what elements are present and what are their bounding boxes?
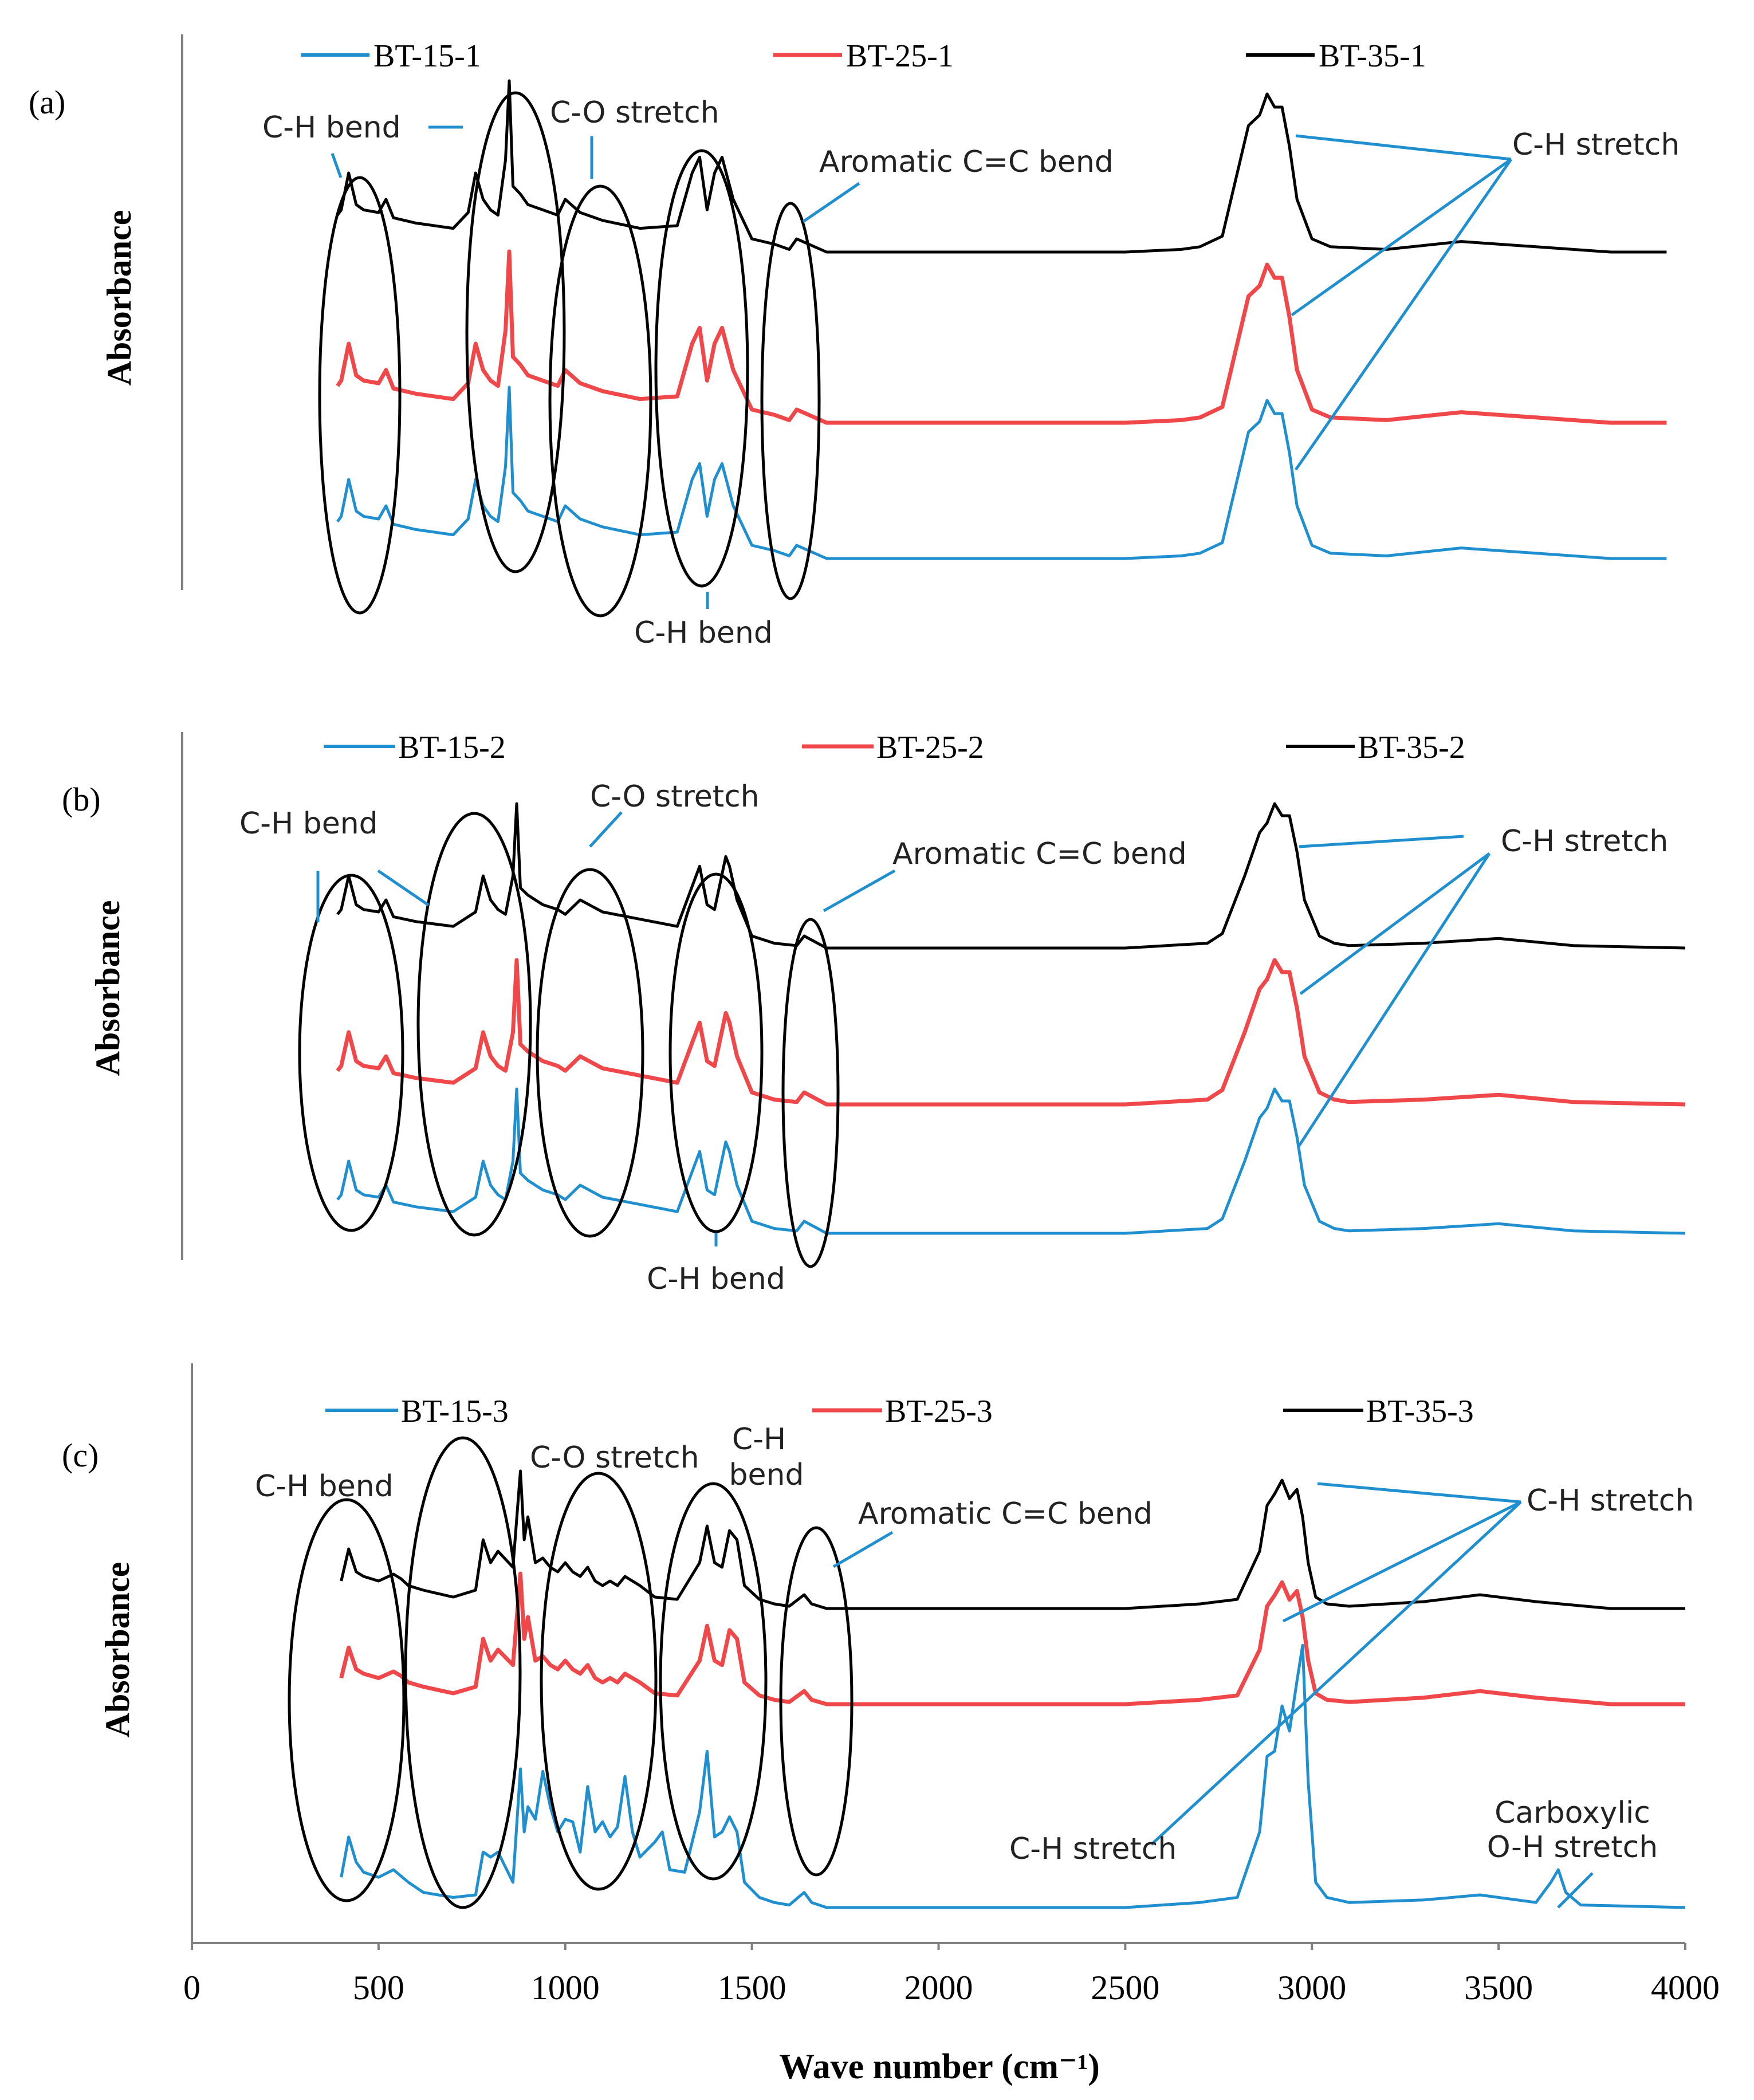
panel-a-leader-chs-1 bbox=[1295, 134, 1512, 161]
trace-bt-35-1 bbox=[336, 79, 1667, 254]
panel-a: (a) Absorbance BT-15-1 BT-25-1 BT-35-1 bbox=[29, 34, 1680, 650]
panel-b-annotation-ch-stretch: C-H stretch bbox=[1501, 824, 1668, 859]
panel-c-annotation-ch-stretch-bottom: C-H stretch bbox=[1009, 1832, 1177, 1866]
panel-b-ellipse-1 bbox=[298, 874, 404, 1232]
x-tick-label: 4000 bbox=[1651, 1969, 1720, 2007]
panel-c-annotation-ch-label: C-H bbox=[732, 1422, 786, 1457]
x-axis-label: Wave number (cm⁻¹) bbox=[779, 2047, 1100, 2086]
panel-a-y-axis-label: Absorbance bbox=[100, 210, 138, 386]
panel-a-ellipse-2 bbox=[465, 91, 566, 573]
panel-b-annotation-ch-bend-bottom-text: C-H bend bbox=[647, 1262, 785, 1296]
panel-b-leader-chs-3 bbox=[1297, 852, 1491, 1147]
panel-b-ellipse-5 bbox=[781, 918, 840, 1268]
panel-c: 0 500 1000 1500 2000 2500 3000 3500 4000 (c) Abs… bbox=[62, 1363, 1720, 2086]
panel-b-annotation-ch-bend-bottom: C-H bend bbox=[647, 1262, 785, 1296]
panel-a-ellipse-1 bbox=[318, 176, 402, 615]
x-tick-label: 500 bbox=[353, 1969, 404, 2007]
trace-bt-15-1 bbox=[336, 386, 1667, 560]
panel-c-leader-chs-2 bbox=[1282, 1500, 1522, 1623]
legend-label-bt-25-1: BT-25-1 bbox=[846, 38, 954, 74]
panel-c-ellipse-5 bbox=[779, 1526, 854, 1877]
panel-c-legend: BT-15-3 BT-25-3 BT-35-3 bbox=[325, 1394, 1474, 1429]
legend-label-bt-25-3: BT-25-3 bbox=[885, 1394, 993, 1429]
legend-label-bt-35-1: BT-35-1 bbox=[1319, 38, 1426, 74]
legend-label-bt-15-1: BT-15-1 bbox=[373, 38, 481, 74]
trace-bt-25-3 bbox=[339, 1571, 1685, 1706]
panel-c-ellipse-2 bbox=[404, 1436, 522, 1909]
trace-bt-15-2 bbox=[336, 1087, 1686, 1235]
panel-c-label: (c) bbox=[62, 1437, 99, 1474]
panel-a-leader-ch-bend-1 bbox=[331, 153, 343, 178]
x-tick-label: 3500 bbox=[1464, 1969, 1533, 2007]
panel-a-annotation-ch-stretch: C-H stretch bbox=[1512, 128, 1680, 162]
panel-b-ellipse-2 bbox=[416, 812, 532, 1237]
panel-c-leader-chs-3 bbox=[1150, 1501, 1522, 1846]
panel-a-annotation-ch-bend-bottom-text: C-H bend bbox=[634, 616, 773, 650]
panel-b-label: (b) bbox=[62, 781, 101, 818]
panel-c-annotation-oh-stretch: O-H stretch bbox=[1487, 1830, 1658, 1865]
panel-a-leader-chs-3 bbox=[1294, 158, 1513, 471]
panel-a-leader-chs-2 bbox=[1291, 158, 1512, 317]
panel-a-ellipse-5 bbox=[760, 202, 821, 600]
panel-c-annotation-ch-bend: C-H bend bbox=[255, 1469, 394, 1504]
panel-b-annotation-co-stretch: C-O stretch bbox=[590, 780, 760, 814]
legend-label-bt-15-3: BT-15-3 bbox=[401, 1394, 509, 1429]
panel-c-ellipse-3 bbox=[540, 1472, 658, 1891]
x-tick-label: 0 bbox=[183, 1969, 200, 2007]
panel-b-legend: BT-15-2 BT-25-2 BT-35-2 bbox=[324, 730, 1465, 765]
panel-b-ellipse-3 bbox=[536, 868, 644, 1238]
panel-c-annotation-carboxylic: Carboxylic bbox=[1495, 1796, 1650, 1830]
panel-b-leader-ch-bend-2 bbox=[377, 869, 430, 907]
panel-c-annotation-co-stretch: C-O stretch bbox=[530, 1441, 699, 1475]
trace-bt-25-1 bbox=[336, 249, 1667, 425]
panel-c-annotation-ch-stretch-top: C-H stretch bbox=[1527, 1484, 1694, 1518]
panel-b-leader-chs-2 bbox=[1299, 852, 1490, 996]
panel-c-annotation-bend-label: bend bbox=[729, 1458, 804, 1492]
legend-label-bt-15-2: BT-15-2 bbox=[398, 730, 506, 765]
panel-c-x-tick-labels: 0 500 1000 1500 2000 2500 3000 3500 4000 bbox=[183, 1969, 1720, 2007]
panel-a-label: (a) bbox=[29, 84, 65, 121]
panel-c-leader-chs-1 bbox=[1317, 1482, 1521, 1504]
trace-bt-35-2 bbox=[336, 802, 1686, 950]
panel-c-leader-aromatic bbox=[832, 1531, 894, 1568]
panel-c-annotation-aromatic: Aromatic C=C bend bbox=[858, 1497, 1153, 1531]
trace-bt-25-2 bbox=[336, 958, 1686, 1107]
panel-b-leader-co bbox=[589, 811, 623, 848]
panel-c-y-axis-label: Absorbance bbox=[99, 1562, 136, 1738]
panel-a-annotation-ch-bend: C-H bend bbox=[262, 111, 401, 145]
panel-a-leader-aromatic bbox=[802, 182, 860, 223]
trace-bt-35-3 bbox=[340, 1469, 1685, 1610]
panel-a-legend: BT-15-1 BT-25-1 BT-35-1 bbox=[301, 38, 1426, 74]
legend-label-bt-35-2: BT-35-2 bbox=[1358, 730, 1465, 765]
panel-a-annotation-co-stretch: C-O stretch bbox=[550, 96, 719, 130]
x-tick-label: 1000 bbox=[531, 1969, 600, 2007]
panel-b-leader-chs-1 bbox=[1299, 835, 1464, 848]
panel-a-ellipse-3 bbox=[548, 184, 652, 618]
panel-a-annotation-aromatic: Aromatic C=C bend bbox=[819, 145, 1114, 179]
panel-c-leader-carboxylic bbox=[1557, 1872, 1594, 1909]
panel-c-x-ticks bbox=[191, 1943, 1686, 1950]
legend-label-bt-25-2: BT-25-2 bbox=[876, 730, 984, 765]
trace-bt-15-3 bbox=[340, 1643, 1686, 1909]
x-tick-label: 1500 bbox=[718, 1969, 786, 2007]
x-tick-label: 2500 bbox=[1091, 1969, 1159, 2007]
panel-b-y-axis-label: Absorbance bbox=[89, 900, 127, 1076]
panel-a-ellipse-4 bbox=[654, 149, 749, 588]
x-tick-label: 3000 bbox=[1277, 1969, 1346, 2007]
panel-b-annotation-aromatic: Aromatic C=C bend bbox=[892, 837, 1187, 871]
legend-label-bt-35-3: BT-35-3 bbox=[1366, 1394, 1474, 1429]
panel-c-ellipse-4 bbox=[659, 1482, 768, 1881]
panel-b-ellipse-4 bbox=[668, 872, 764, 1233]
panel-b-leader-aromatic bbox=[823, 869, 896, 913]
x-tick-label: 2000 bbox=[904, 1969, 973, 2007]
panel-b: (b) Absorbance BT-15-2 BT-25-2 BT-35-2 bbox=[62, 730, 1686, 1296]
panel-a-annotation-ch-bend-bottom: C-H bend bbox=[634, 616, 773, 650]
panel-b-annotation-ch-bend: C-H bend bbox=[239, 807, 378, 841]
panel-c-ellipse-1 bbox=[288, 1498, 406, 1902]
